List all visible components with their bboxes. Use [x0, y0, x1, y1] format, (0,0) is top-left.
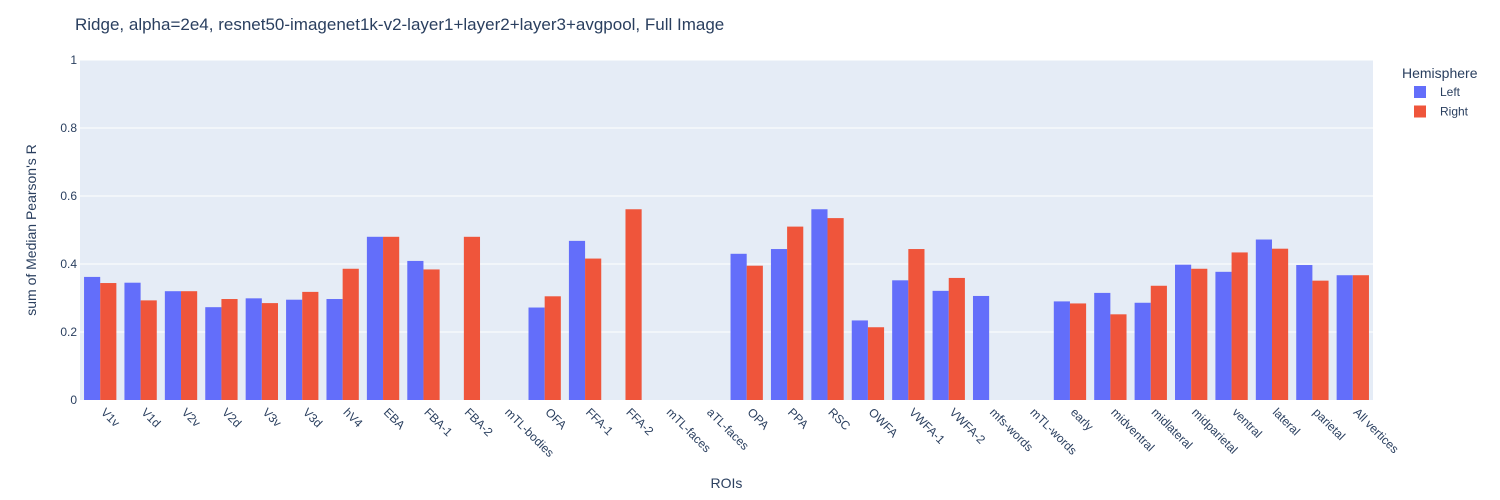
bar-left-vwfa-1[interactable] [892, 280, 909, 400]
bar-right-early[interactable] [1069, 303, 1087, 400]
x-tick-label: ventral [1229, 405, 1264, 440]
bar-right-all-vertices[interactable] [1352, 275, 1369, 400]
legend[interactable]: Hemisphere Left Right [1402, 65, 1478, 119]
bar-left-ventral[interactable] [1215, 271, 1232, 400]
bar-left-opa[interactable] [730, 253, 747, 400]
y-tick-label: 0.8 [60, 121, 77, 135]
bar-right-ppa[interactable] [787, 226, 804, 400]
x-tick-label: FFA-1 [583, 405, 616, 438]
x-tick-label: V1v [98, 405, 123, 430]
legend-title: Hemisphere [1402, 65, 1478, 81]
bar-right-vwfa-2[interactable] [948, 277, 965, 400]
bar-right-midventral[interactable] [1110, 314, 1127, 400]
bar-right-rsc[interactable] [827, 218, 844, 400]
bar-right-ventral[interactable] [1231, 252, 1248, 400]
y-tick-label: 0 [70, 393, 77, 407]
bar-right-v2d[interactable] [221, 299, 238, 400]
bar-left-all-vertices[interactable] [1336, 275, 1353, 400]
y-tick-label: 1 [70, 53, 77, 67]
x-tick-label: EBA [381, 405, 408, 432]
x-tick-label: V1d [138, 405, 163, 430]
bar-right-owfa[interactable] [867, 327, 885, 400]
bars [84, 209, 1369, 400]
x-tick-label: V3v [260, 405, 285, 430]
bar-left-midparietal[interactable] [1175, 264, 1192, 400]
bar-left-mfs-words[interactable] [972, 295, 990, 400]
bar-right-v3d[interactable] [302, 291, 319, 400]
y-tick-label: 0.4 [60, 257, 77, 271]
legend-label-left[interactable]: Left [1440, 85, 1461, 99]
bar-left-fba-1[interactable] [407, 260, 424, 400]
bar-right-ofa[interactable] [544, 296, 561, 400]
bar-left-v1v[interactable] [84, 276, 101, 400]
y-tick-labels: 0 0.2 0.4 0.6 0.8 1 [60, 53, 77, 407]
bar-left-parietal[interactable] [1296, 265, 1313, 400]
bar-left-v2d[interactable] [205, 307, 222, 400]
x-tick-label: parietal [1310, 405, 1348, 443]
x-tick-label: OWFA [866, 405, 901, 440]
bar-left-v3d[interactable] [286, 299, 303, 400]
legend-swatch-left[interactable] [1414, 86, 1426, 98]
x-tick-label: VWFA-2 [947, 405, 989, 447]
bar-right-v1d[interactable] [140, 300, 157, 400]
x-tick-label: lateral [1270, 405, 1303, 438]
x-axis-title: ROIs [711, 475, 743, 491]
bar-right-vwfa-1[interactable] [908, 249, 925, 400]
bar-left-eba[interactable] [366, 236, 384, 400]
bar-right-midlateral[interactable] [1150, 285, 1167, 400]
bar-left-ppa[interactable] [770, 249, 788, 400]
bar-right-parietal[interactable] [1312, 280, 1329, 400]
bar-right-v1v[interactable] [100, 283, 117, 400]
bar-right-eba[interactable] [383, 236, 400, 400]
x-tick-label: PPA [785, 405, 811, 431]
x-tick-label: V2v [179, 405, 204, 430]
bar-right-hv4[interactable] [342, 268, 359, 400]
x-tick-label: RSC [825, 405, 853, 433]
x-tick-labels: V1v V1d V2v V2d V3v V3d hV4 EBA FBA-1 FBA-2 mTL-bo… [98, 405, 1402, 460]
y-tick-label: 0.2 [60, 325, 77, 339]
bar-left-v1d[interactable] [124, 282, 141, 400]
bar-right-fba-1[interactable] [423, 269, 440, 400]
bar-right-ffa-2[interactable] [625, 209, 642, 400]
x-tick-label: V3d [300, 405, 325, 430]
y-tick-label: 0.6 [60, 189, 77, 203]
x-tick-label: FBA-2 [462, 405, 496, 439]
legend-swatch-right[interactable] [1414, 105, 1426, 118]
bar-right-opa[interactable] [746, 265, 763, 400]
x-tick-label: VWFA-1 [906, 405, 948, 447]
bar-left-lateral[interactable] [1255, 239, 1272, 400]
bar-right-midparietal[interactable] [1191, 268, 1208, 400]
bar-left-midventral[interactable] [1094, 292, 1111, 400]
x-tick-label: FFA-2 [623, 405, 656, 438]
legend-label-right[interactable]: Right [1440, 105, 1469, 119]
bar-right-fba-2[interactable] [463, 236, 481, 400]
bar-left-ffa-1[interactable] [568, 240, 586, 400]
bar-left-early[interactable] [1053, 301, 1070, 400]
bar-left-v3v[interactable] [245, 298, 262, 400]
bar-right-lateral[interactable] [1271, 248, 1289, 400]
bar-left-v2v[interactable] [164, 291, 182, 400]
bar-right-ffa-1[interactable] [585, 258, 602, 400]
x-tick-label: FBA-1 [421, 405, 455, 439]
x-tick-label: hV4 [341, 405, 366, 430]
bar-right-v2v[interactable] [181, 291, 198, 400]
x-tick-label: V2d [219, 405, 244, 430]
bar-left-ofa[interactable] [528, 307, 545, 400]
chart-title: Ridge, alpha=2e4, resnet50-imagenet1k-v2… [75, 15, 724, 34]
bar-left-rsc[interactable] [811, 209, 828, 400]
x-tick-label: All vertices [1351, 405, 1402, 456]
y-axis-title: sum of Median Pearson's R [23, 144, 39, 316]
bar-left-hv4[interactable] [326, 299, 343, 400]
x-tick-label: early [1068, 405, 1096, 433]
x-tick-label: OPA [745, 405, 772, 432]
x-tick-label: OFA [543, 405, 570, 432]
bar-left-midlateral[interactable] [1134, 302, 1151, 400]
bar-left-owfa[interactable] [851, 320, 868, 400]
bar-right-v3v[interactable] [261, 303, 278, 400]
bar-left-vwfa-2[interactable] [932, 290, 949, 400]
